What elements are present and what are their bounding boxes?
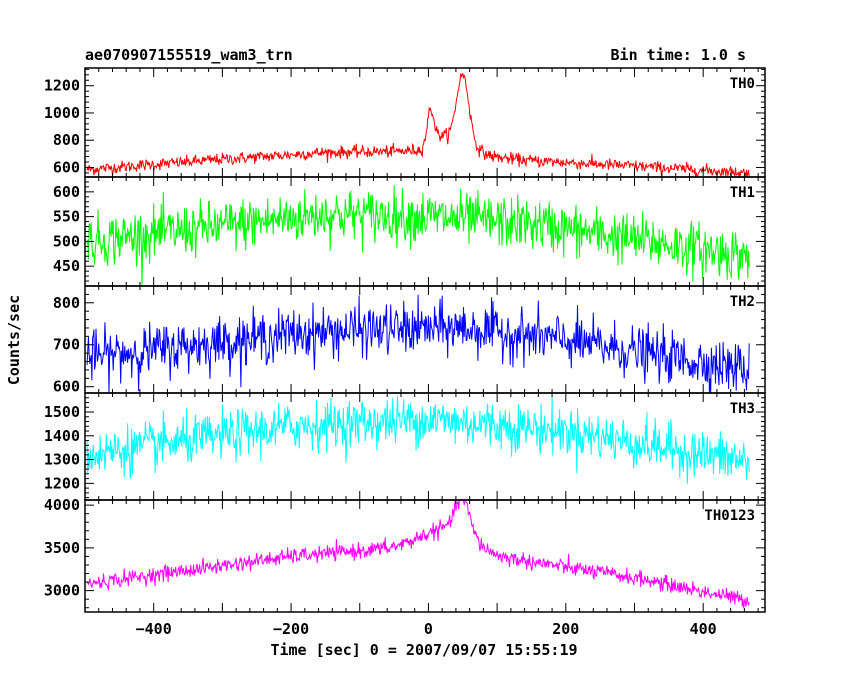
bin-time-label: Bin time: 1.0 s bbox=[611, 46, 746, 64]
y-tick-label: 450 bbox=[53, 257, 80, 275]
x-tick-label: −400 bbox=[136, 620, 172, 638]
y-tick-label: 500 bbox=[53, 232, 80, 250]
y-tick-label: 800 bbox=[53, 294, 80, 312]
y-tick-label: 1300 bbox=[44, 451, 80, 469]
y-tick-label: 600 bbox=[53, 158, 80, 176]
panel-label-th1: TH1 bbox=[730, 185, 755, 201]
series-th3-line bbox=[86, 395, 750, 484]
y-tick-label: 700 bbox=[53, 336, 80, 354]
panel-label-th3: TH3 bbox=[730, 401, 755, 417]
x-tick-label: 200 bbox=[552, 620, 579, 638]
x-axis-tick-labels: −400 −200 0 200 400 bbox=[136, 620, 717, 638]
x-tick-label: 0 bbox=[424, 620, 433, 638]
y-tick-label: 3000 bbox=[44, 582, 80, 600]
panel-th0: 600 800 1000 1200 TH0 bbox=[44, 67, 766, 178]
panel-label-th2: TH2 bbox=[730, 294, 755, 310]
x-axis-label: Time [sec] 0 = 2007/09/07 15:55:19 bbox=[270, 641, 577, 659]
panel-th2: 600 700 800 TH2 bbox=[53, 285, 766, 396]
y-tick-label: 3500 bbox=[44, 539, 80, 557]
y-tick-label: 1000 bbox=[44, 104, 80, 122]
y-axis-label: Counts/sec bbox=[5, 295, 23, 385]
y-tick-label: 550 bbox=[53, 208, 80, 226]
panel-frame bbox=[84, 499, 766, 613]
series-th0-line bbox=[86, 73, 750, 177]
chart-title: ae070907155519_wam3_trn bbox=[85, 46, 293, 64]
x-tick-label: 400 bbox=[690, 620, 717, 638]
series-th2-line bbox=[86, 294, 750, 393]
panels-group: 600 800 1000 1200 TH0 450 500 550 600 TH1 600 700 80… bbox=[44, 67, 766, 613]
y-tick-label: 4000 bbox=[44, 496, 80, 514]
panel-th0123: 3000 3500 4000 TH0123 bbox=[44, 496, 766, 613]
y-tick-label: 600 bbox=[53, 378, 80, 396]
series-th1-line bbox=[86, 185, 750, 286]
panel-th3: 1200 1300 1400 1500 TH3 bbox=[44, 392, 766, 501]
y-tick-label: 1200 bbox=[44, 77, 80, 95]
panel-label-th0123: TH0123 bbox=[704, 508, 755, 524]
panel-th1: 450 500 550 600 TH1 bbox=[53, 176, 766, 287]
y-tick-label: 1400 bbox=[44, 427, 80, 445]
y-tick-label: 1200 bbox=[44, 474, 80, 492]
y-tick-label: 600 bbox=[53, 183, 80, 201]
y-tick-label: 800 bbox=[53, 131, 80, 149]
x-tick-label: −200 bbox=[273, 620, 309, 638]
panel-label-th0: TH0 bbox=[730, 76, 755, 92]
y-tick-label: 1500 bbox=[44, 403, 80, 421]
series-th0123-line bbox=[86, 499, 750, 609]
